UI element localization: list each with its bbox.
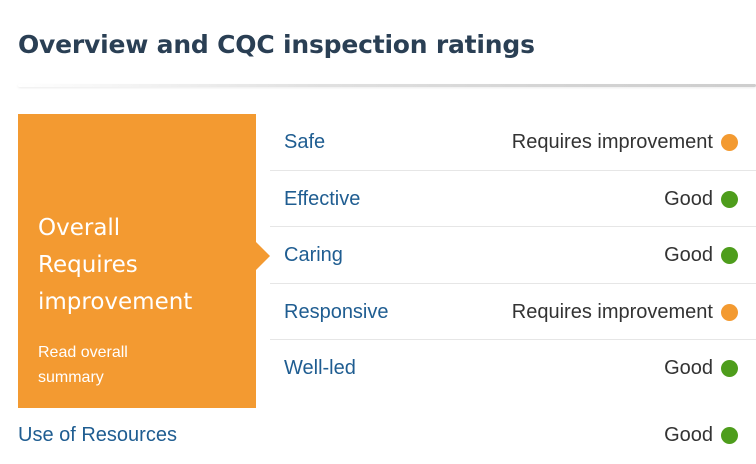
- rating-text: Requires improvement: [511, 131, 713, 153]
- rating-row-effective: Effective Good: [270, 171, 756, 228]
- rating-value-safe: Requires improvement: [512, 131, 738, 154]
- green-dot-icon: [721, 190, 738, 208]
- use-of-resources-link[interactable]: Use of Resources: [18, 424, 177, 446]
- overall-rating-heading: Overall Requires improvement: [38, 210, 248, 321]
- rating-value-effective: Good: [664, 188, 738, 211]
- orange-dot-icon: [721, 303, 738, 321]
- read-overall-summary-line1: Read overall: [38, 344, 128, 361]
- use-of-resources-row: Use of Resources Good: [0, 418, 756, 454]
- rating-link-caring[interactable]: Caring: [284, 244, 343, 267]
- rating-value-well-led: Good: [664, 357, 738, 380]
- rating-text: Good: [664, 357, 713, 380]
- rating-text: Good: [664, 424, 713, 446]
- rating-link-responsive[interactable]: Responsive: [284, 300, 389, 323]
- overall-rating-line2: improvement: [38, 289, 193, 315]
- orange-dot-icon: [721, 134, 738, 151]
- green-dot-icon: [721, 427, 738, 444]
- rating-text: Requires improvement: [511, 300, 713, 323]
- title-divider: [18, 84, 756, 87]
- rating-link-well-led[interactable]: Well-led: [284, 357, 356, 380]
- rating-text: Good: [664, 187, 713, 210]
- rating-row-responsive: Responsive Requires improvement: [270, 284, 756, 341]
- rating-value-caring: Good: [664, 244, 738, 267]
- overall-rating-panel[interactable]: Overall Requires improvement Read overal…: [18, 114, 270, 408]
- key-question-ratings-list: Safe Requires improvement Effective Good…: [270, 114, 756, 397]
- rating-link-effective[interactable]: Effective: [284, 187, 361, 210]
- overall-rating-line1: Requires: [38, 252, 138, 278]
- rating-row-well-led: Well-led Good: [270, 340, 756, 397]
- rating-row-caring: Caring Good: [270, 227, 756, 284]
- rating-value-responsive: Requires improvement: [512, 301, 738, 324]
- rating-text: Good: [664, 244, 713, 267]
- rating-link-safe[interactable]: Safe: [284, 131, 326, 153]
- read-overall-summary-line2: summary: [38, 369, 104, 386]
- read-overall-summary-link[interactable]: Read overall summary: [38, 340, 238, 390]
- green-dot-icon: [721, 360, 738, 378]
- rating-row-safe: Safe Requires improvement: [270, 114, 756, 171]
- green-dot-icon: [721, 247, 738, 265]
- use-of-resources-value: Good: [664, 424, 738, 447]
- overall-label: Overall: [38, 215, 121, 241]
- page-title: Overview and CQC inspection ratings: [18, 30, 535, 59]
